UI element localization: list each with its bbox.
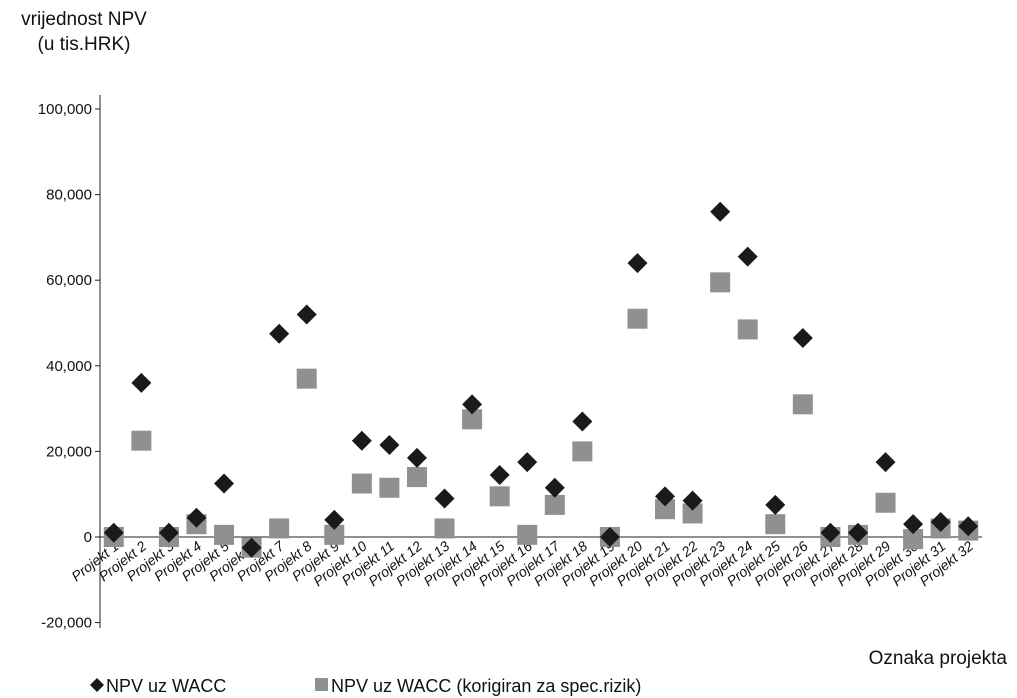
point-npv-wacc-adjusted (627, 308, 648, 329)
point-npv-wacc (214, 473, 235, 494)
y-axis-ticks: -20,000 0 20,000 40,000 60,000 80,000 100,000 (38, 101, 100, 632)
point-npv-wacc (241, 537, 262, 558)
point-npv-wacc-adjusted (517, 524, 538, 545)
point-npv-wacc (655, 486, 676, 507)
point-npv-wacc (875, 452, 896, 473)
legend-label-npv-wacc-adjusted: NPV uz WACC (korigiran za spec.rizik) (331, 676, 641, 696)
data-points (103, 201, 979, 558)
point-npv-wacc-adjusted (682, 503, 703, 524)
legend-label-npv-wacc: NPV uz WACC (106, 676, 226, 696)
point-npv-wacc (131, 372, 152, 393)
point-npv-wacc (710, 201, 731, 222)
y-tick-label: 100,000 (38, 101, 92, 118)
point-npv-wacc (682, 490, 703, 511)
point-npv-wacc (627, 253, 648, 274)
point-npv-wacc-adjusted (903, 529, 924, 550)
point-npv-wacc-adjusted (875, 492, 896, 513)
point-npv-wacc-adjusted (406, 467, 427, 488)
point-npv-wacc-adjusted (765, 514, 786, 535)
point-npv-wacc-adjusted (792, 394, 813, 415)
point-npv-wacc (544, 477, 565, 498)
point-npv-wacc (820, 522, 841, 543)
point-npv-wacc-adjusted (269, 518, 290, 539)
point-npv-wacc-adjusted (351, 473, 372, 494)
point-npv-wacc-adjusted (131, 430, 152, 451)
y-tick-label: 20,000 (46, 443, 92, 460)
point-npv-wacc (599, 527, 620, 547)
point-npv-wacc-adjusted (462, 409, 483, 430)
point-npv-wacc-adjusted (324, 524, 345, 545)
point-npv-wacc (158, 522, 179, 543)
point-npv-wacc (847, 522, 868, 543)
point-npv-wacc (489, 464, 510, 485)
point-npv-wacc (379, 434, 400, 455)
y-tick-label: 60,000 (46, 272, 92, 289)
point-npv-wacc-adjusted (489, 486, 510, 507)
point-npv-wacc (903, 514, 924, 535)
x-axis-title: Oznaka projekta (869, 648, 1008, 669)
point-npv-wacc (930, 512, 951, 533)
point-npv-wacc (517, 452, 538, 473)
legend-diamond-icon (90, 678, 104, 692)
point-npv-wacc (434, 488, 455, 509)
point-npv-wacc (765, 494, 786, 515)
point-npv-wacc (737, 246, 758, 267)
point-npv-wacc-adjusted (655, 499, 676, 520)
point-npv-wacc-adjusted (737, 319, 758, 340)
point-npv-wacc (406, 447, 427, 468)
point-npv-wacc-adjusted (710, 272, 731, 293)
point-npv-wacc-adjusted (214, 524, 235, 545)
legend: NPV uz WACC NPV uz WACC (korigiran za sp… (90, 676, 641, 696)
y-tick-label: -20,000 (41, 615, 92, 632)
point-npv-wacc (462, 394, 483, 415)
point-npv-wacc-adjusted (434, 518, 455, 539)
point-npv-wacc-adjusted (544, 494, 565, 515)
point-npv-wacc (351, 430, 372, 451)
y-tick-label: 0 (84, 529, 92, 546)
point-npv-wacc-adjusted (572, 441, 593, 462)
y-axis-unit: (u tis.HRK) (38, 34, 131, 55)
point-npv-wacc (324, 509, 345, 530)
point-npv-wacc (296, 304, 317, 325)
point-npv-wacc-adjusted (296, 368, 317, 389)
point-npv-wacc (792, 327, 813, 348)
point-npv-wacc (103, 522, 124, 543)
point-npv-wacc (269, 323, 290, 344)
point-npv-wacc (186, 507, 207, 528)
point-npv-wacc (958, 516, 979, 537)
y-axis-title: vrijednost NPV (21, 9, 147, 30)
legend-square-icon (315, 678, 328, 691)
y-tick-label: 80,000 (46, 187, 92, 204)
y-tick-label: 40,000 (46, 358, 92, 375)
point-npv-wacc (572, 411, 593, 432)
point-npv-wacc-adjusted (379, 477, 400, 498)
